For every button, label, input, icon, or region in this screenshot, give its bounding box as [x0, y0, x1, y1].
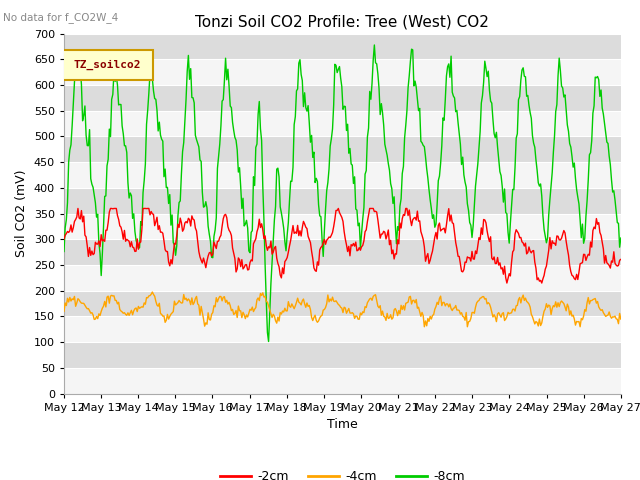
Text: No data for f_CO2W_4: No data for f_CO2W_4: [3, 12, 118, 23]
Bar: [64, 214, 621, 240]
Bar: [64, 34, 621, 60]
Bar: [64, 265, 621, 291]
Title: Tonzi Soil CO2 Profile: Tree (West) CO2: Tonzi Soil CO2 Profile: Tree (West) CO2: [195, 15, 490, 30]
Bar: [64, 136, 621, 162]
Bar: [64, 240, 621, 265]
X-axis label: Time: Time: [327, 418, 358, 431]
Bar: [64, 60, 621, 85]
Y-axis label: Soil CO2 (mV): Soil CO2 (mV): [15, 170, 28, 257]
Bar: [64, 316, 621, 342]
Text: TZ_soilco2: TZ_soilco2: [74, 60, 141, 70]
Bar: [64, 162, 621, 188]
Bar: [64, 368, 621, 394]
Bar: [64, 342, 621, 368]
Bar: [64, 188, 621, 214]
FancyBboxPatch shape: [61, 50, 153, 80]
Bar: [64, 85, 621, 111]
Bar: [64, 111, 621, 136]
Bar: [64, 291, 621, 316]
Legend: -2cm, -4cm, -8cm: -2cm, -4cm, -8cm: [215, 465, 470, 480]
